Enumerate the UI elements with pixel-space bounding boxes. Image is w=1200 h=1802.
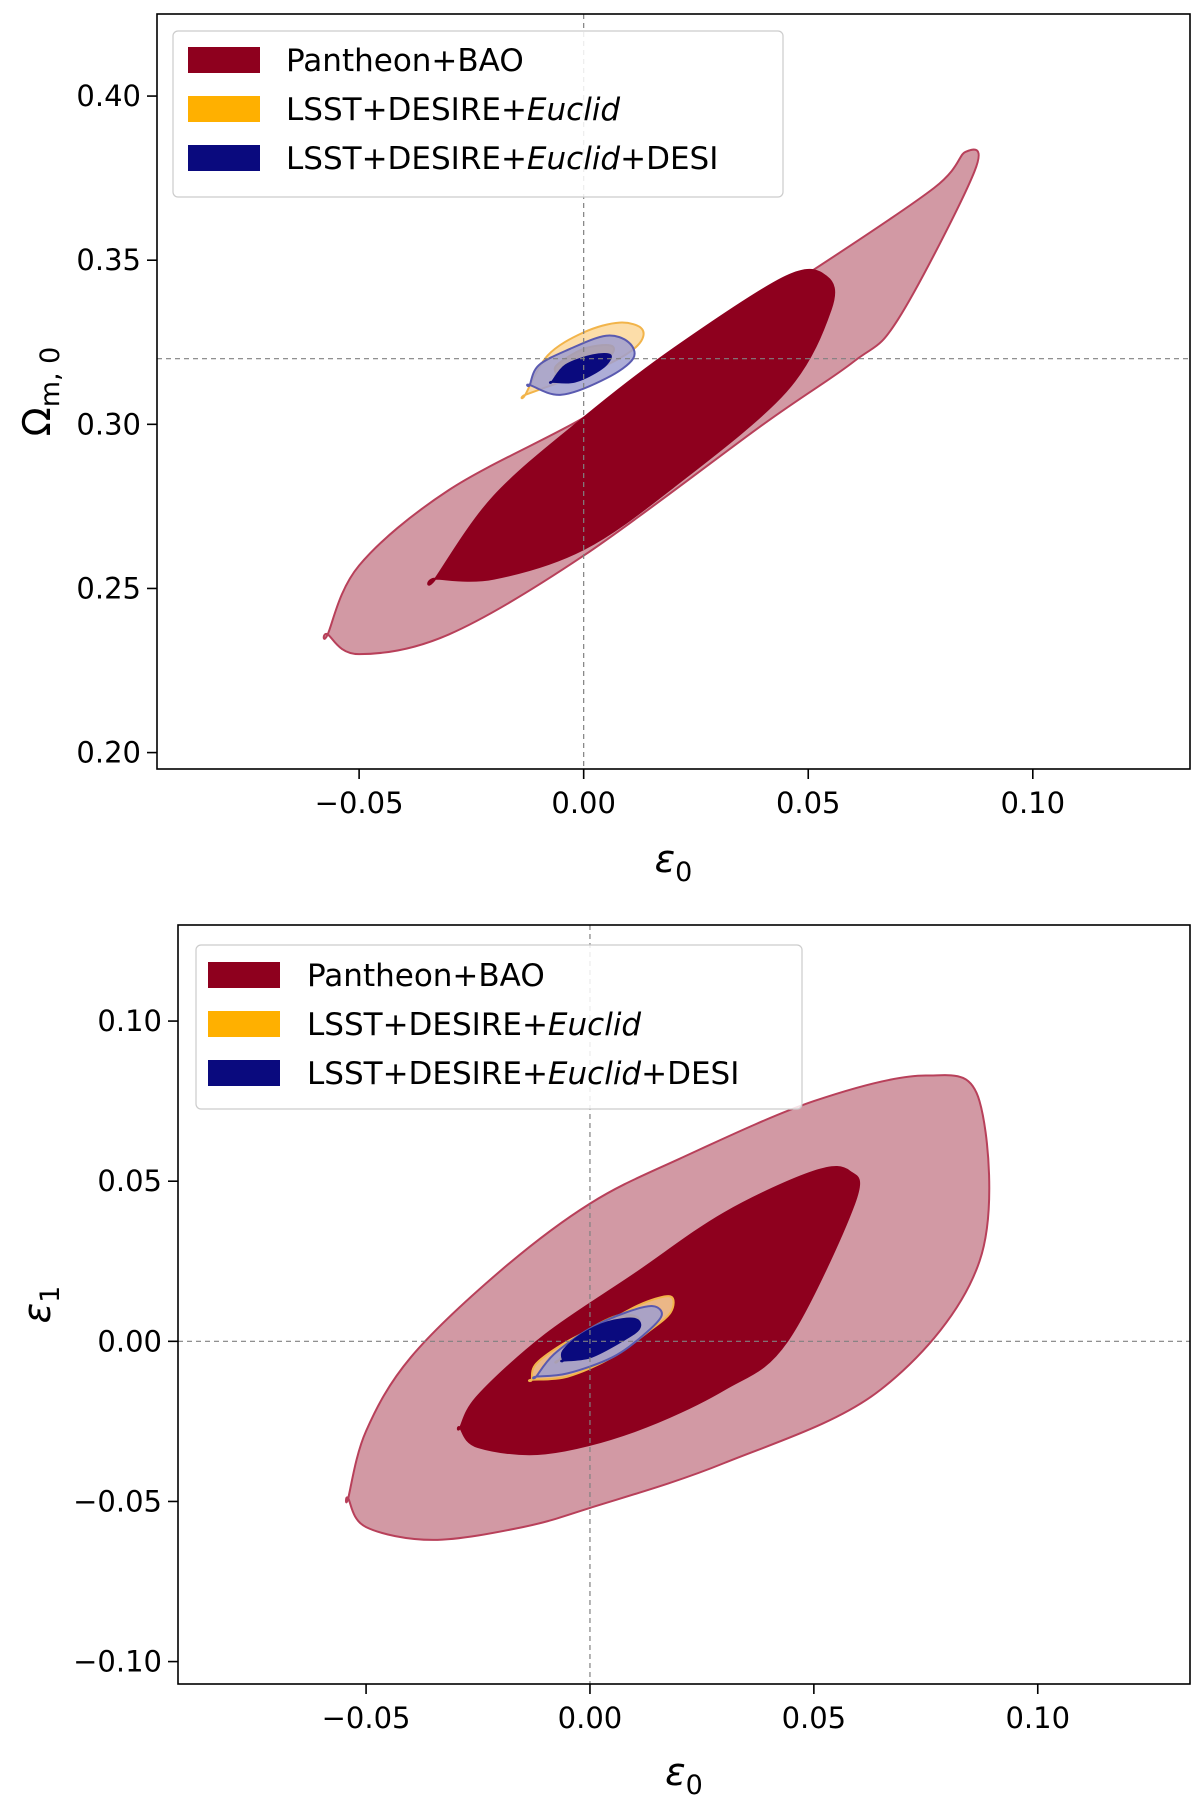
x-tick-label: 0.10 xyxy=(1005,1701,1070,1735)
legend-label: Pantheon+BAO xyxy=(307,958,545,994)
y-tick-label: −0.05 xyxy=(73,1484,162,1518)
legend-label: Pantheon+BAO xyxy=(286,43,524,79)
legend-swatch xyxy=(208,1011,280,1037)
plot-area xyxy=(157,14,1190,769)
legend-label: LSST+DESIRE+Euclid xyxy=(307,1007,641,1043)
plot-area xyxy=(178,925,1190,1684)
y-axis-label: ε1 xyxy=(15,1286,66,1324)
contour-1sigma-series-2 xyxy=(427,268,836,586)
x-axis-label: ε0 xyxy=(665,1750,703,1801)
y-tick-label: 0.00 xyxy=(97,1324,162,1358)
panel-2: −0.05 0.00 0.05 0.10 −0.10 −0.05 0.00 0.05 0.10 ε… xyxy=(15,924,1191,1801)
legend-swatch xyxy=(208,962,280,988)
x-tick-label: 0.05 xyxy=(782,1701,847,1735)
y-tick-label: −0.10 xyxy=(73,1645,162,1679)
y-tick-label: 0.35 xyxy=(76,243,141,277)
y-tick-label: 0.20 xyxy=(76,736,141,770)
y-tick-label: 0.40 xyxy=(76,79,141,113)
panel-1: −0.05 0.00 0.05 0.10 0.20 0.25 0.30 0.35 0.40 ε0 Ω… xyxy=(15,13,1191,888)
axes-frame xyxy=(156,13,1191,770)
x-tick-label: 0.05 xyxy=(776,786,841,820)
x-tick-label: −0.05 xyxy=(322,1701,411,1735)
contour-1sigma-series-6 xyxy=(548,352,612,384)
legend-label: LSST+DESIRE+Euclid+DESI xyxy=(286,141,718,177)
legend-frame xyxy=(172,30,784,198)
x-tick-label: −0.05 xyxy=(315,786,404,820)
legend-label: LSST+DESIRE+Euclid xyxy=(286,92,620,128)
legend-swatch xyxy=(188,145,260,171)
contour-1sigma-series-6 xyxy=(560,1317,642,1363)
legend-swatch xyxy=(188,96,260,122)
legend-label: LSST+DESIRE+Euclid+DESI xyxy=(307,1056,739,1092)
x-tick-label: 0.10 xyxy=(1001,786,1066,820)
x-axis-label: ε0 xyxy=(655,837,693,888)
legend-swatch xyxy=(188,47,260,73)
x-tick-label: 0.00 xyxy=(558,1701,623,1735)
y-axis-label: Ωm, 0 xyxy=(15,347,66,437)
x-tick-label: 0.00 xyxy=(551,786,616,820)
legend: Pantheon+BAO LSST+DESIRE+Euclid LSST+DESIR… xyxy=(195,944,803,1110)
axes-frame xyxy=(177,924,1191,1685)
y-tick-label: 0.05 xyxy=(97,1164,162,1198)
legend: Pantheon+BAO LSST+DESIRE+Euclid LSST+DESIR… xyxy=(172,30,784,198)
legend-frame xyxy=(195,944,803,1110)
y-tick-label: 0.30 xyxy=(76,407,141,441)
legend-swatch xyxy=(208,1060,280,1086)
y-tick-label: 0.10 xyxy=(97,1004,162,1038)
y-tick-label: 0.25 xyxy=(76,571,141,605)
